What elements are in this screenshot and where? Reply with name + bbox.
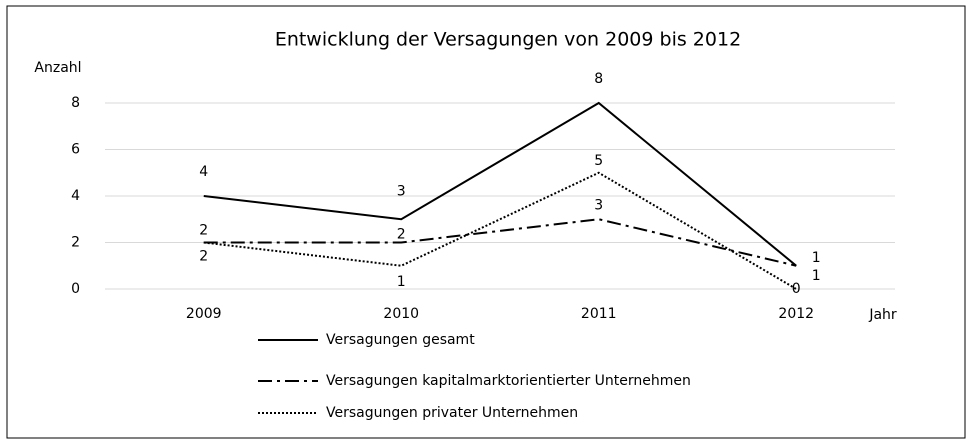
y-tick-label: 4	[71, 188, 80, 204]
data-label: 5	[594, 153, 603, 169]
legend-label: Versagungen gesamt	[326, 332, 475, 348]
data-label: 4	[199, 164, 208, 180]
data-label: 1	[397, 274, 406, 290]
data-label: 2	[199, 249, 208, 265]
data-label: 3	[594, 197, 603, 213]
y-axis-label: Anzahl	[34, 60, 81, 76]
y-tick-label: 6	[71, 142, 80, 158]
y-tick-label: 2	[71, 235, 80, 251]
chart-frame	[6, 5, 966, 439]
x-tick-label: 2009	[186, 306, 222, 322]
line	[203, 171, 797, 290]
data-label: 1	[812, 268, 821, 284]
data-label: 3	[397, 183, 406, 199]
data-label: 2	[199, 223, 208, 239]
data-label: 2	[397, 227, 406, 243]
chart-title: Entwicklung der Versagungen von 2009 bis…	[275, 29, 741, 51]
x-tick-label: 2011	[581, 306, 617, 322]
data-label: 0	[792, 281, 801, 297]
legend-label: Versagungen privater Unternehmen	[326, 405, 578, 421]
line	[203, 218, 797, 267]
data-label: 1	[812, 250, 821, 266]
data-label: 8	[594, 71, 603, 87]
y-tick-label: 0	[71, 281, 80, 297]
y-tick-label: 8	[71, 95, 80, 111]
x-tick-label: 2010	[383, 306, 419, 322]
x-axis-label: Jahr	[868, 307, 897, 323]
line	[203, 101, 797, 267]
x-tick-label: 2012	[778, 306, 814, 322]
legend-label: Versagungen kapitalmarktorientierter Unt…	[326, 373, 691, 389]
